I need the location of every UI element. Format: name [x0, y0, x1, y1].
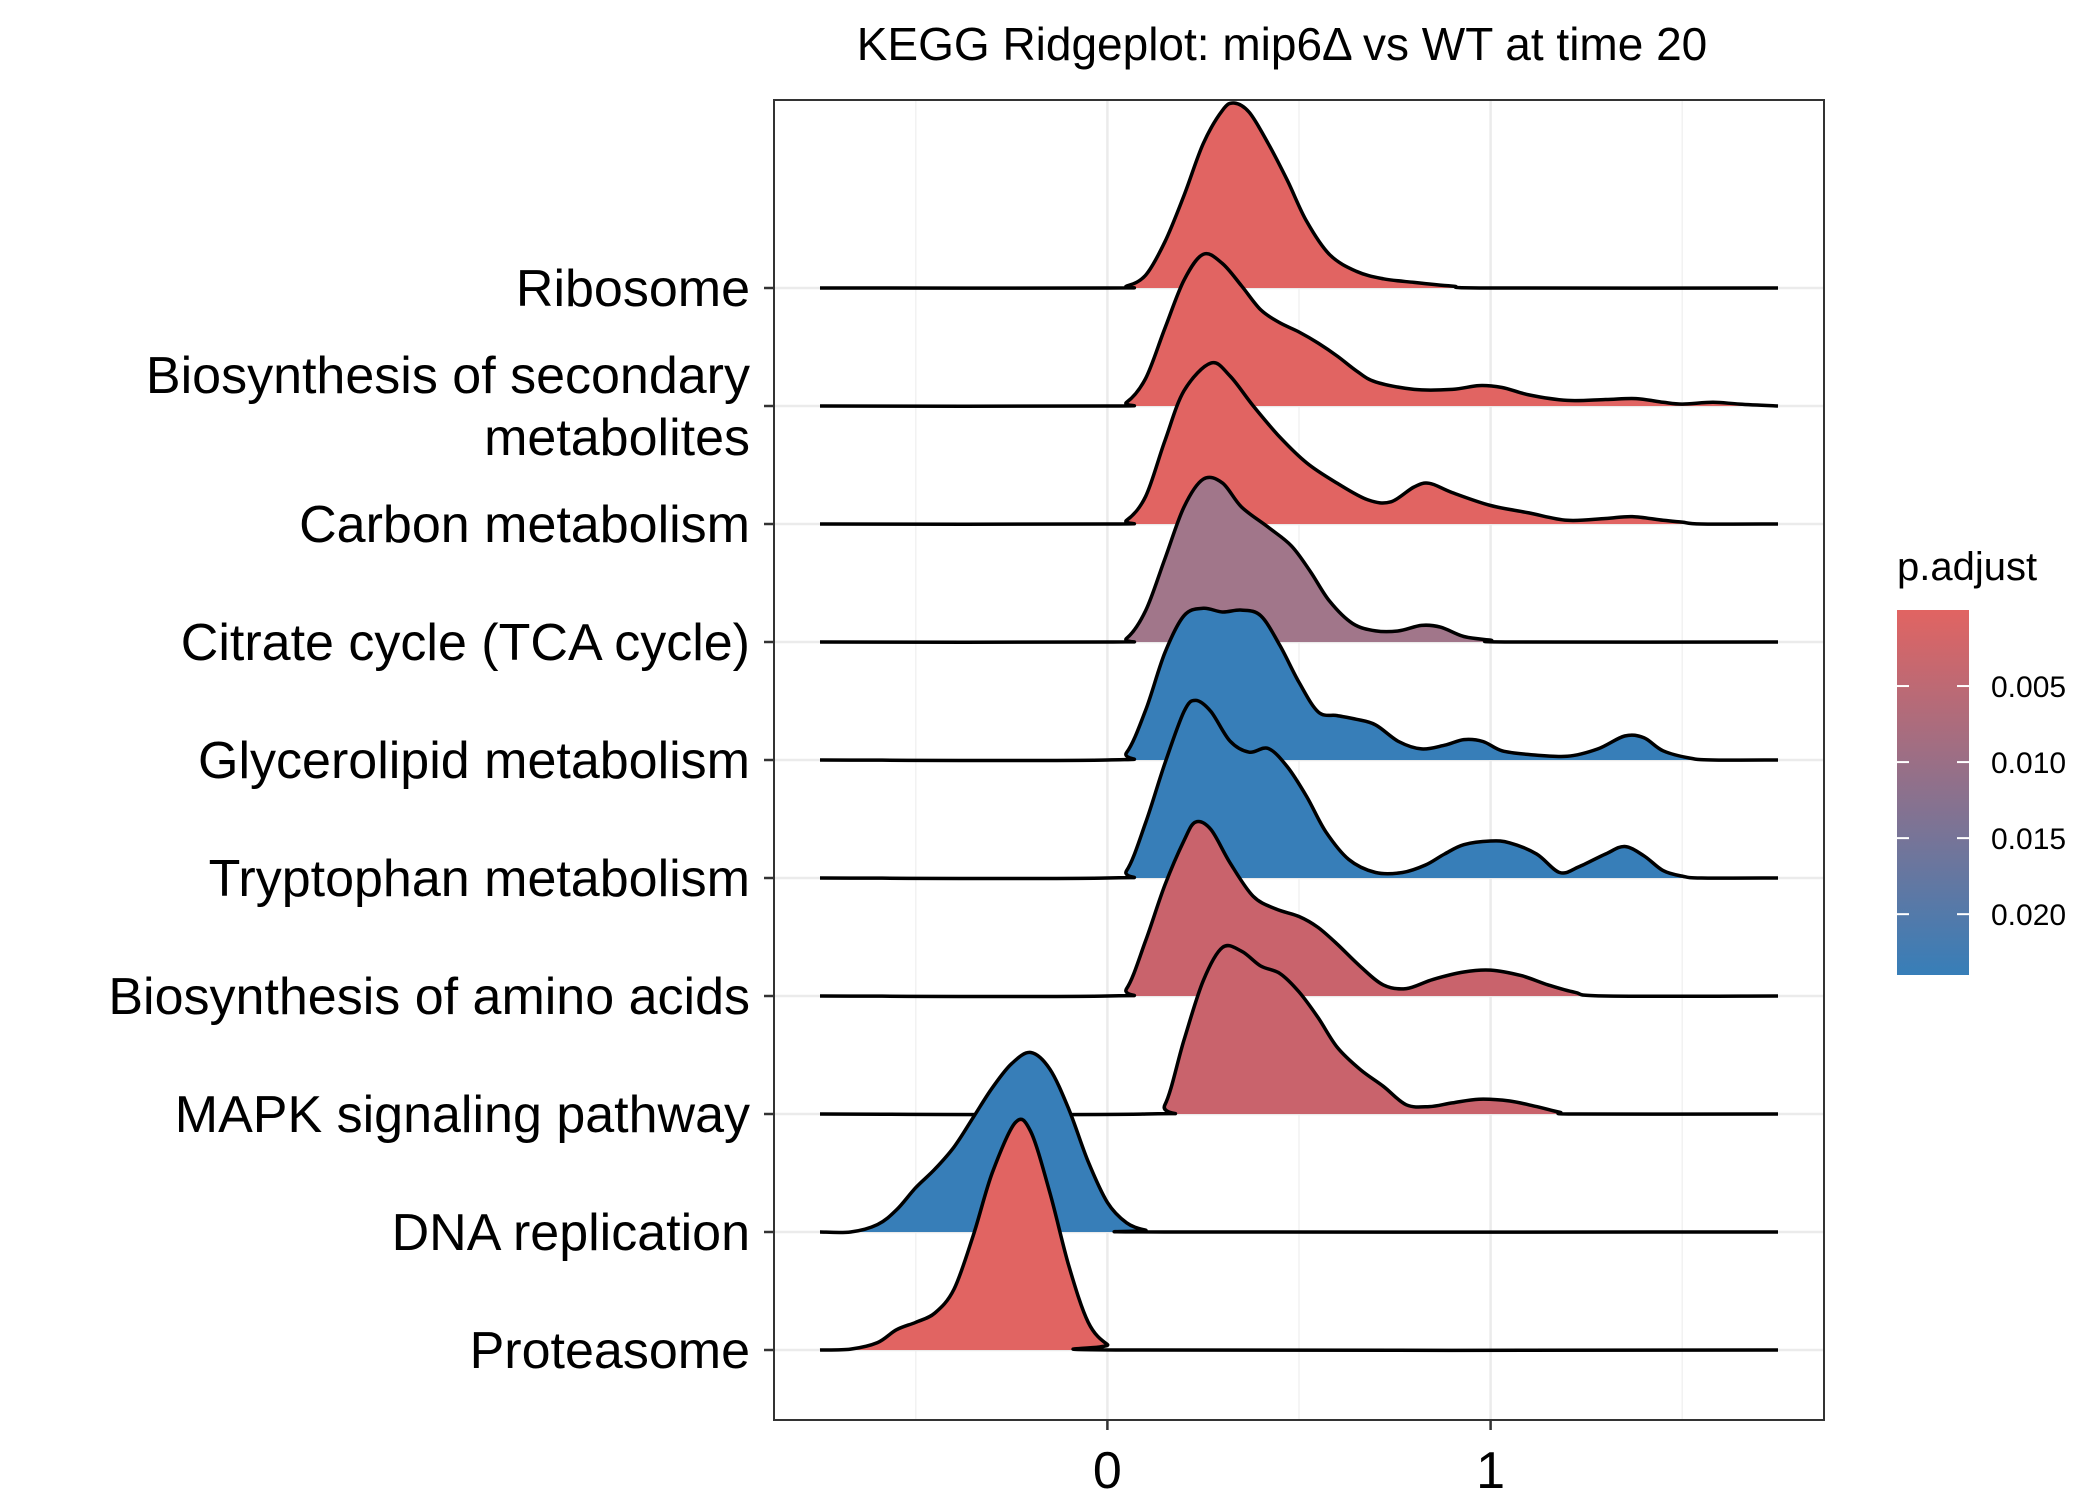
ridge-fill	[820, 1052, 1778, 1233]
plot-panel	[773, 99, 1825, 1421]
x-tick-label: 0	[1093, 1442, 1122, 1500]
y-tick-label: DNA replication	[392, 1204, 750, 1262]
legend-title: p.adjust	[1897, 545, 2037, 589]
y-tick-label: Biosynthesis of secondary metabolites	[146, 347, 750, 467]
ridge-mapk-signaling-pathway	[819, 943, 1779, 1117]
ridge-fill	[820, 945, 1778, 1115]
ridge-outline	[819, 101, 1779, 290]
ridge-outline	[819, 819, 1779, 999]
ridges	[819, 101, 1779, 1353]
legend-colorbar	[1897, 610, 1969, 975]
ridge-ribosome	[819, 101, 1779, 290]
y-tick-label: Carbon metabolism	[299, 496, 750, 554]
ridge-biosynthesis-of-secondary-metabolites	[819, 251, 1779, 409]
y-tick-label: Citrate cycle (TCA cycle)	[181, 614, 750, 672]
y-tick-label: Proteasome	[470, 1322, 750, 1380]
legend-tick-label: 0.020	[1991, 899, 2066, 932]
ridge-glycerolipid-metabolism	[819, 606, 1779, 763]
ridge-outline	[819, 1050, 1779, 1235]
ridge-fill	[820, 821, 1778, 997]
ridge-outline	[819, 943, 1779, 1117]
ridge-fill	[820, 477, 1778, 643]
ridge-fill	[820, 362, 1778, 525]
ridge-carbon-metabolism	[819, 360, 1779, 527]
ridge-outline	[819, 606, 1779, 763]
ridge-dna-replication	[819, 1050, 1779, 1235]
legend-ticks: 0.005 0.010 0.015 0.020	[1897, 671, 2066, 932]
ridge-tryptophan-metabolism	[819, 698, 1779, 881]
ridge-outline	[819, 251, 1779, 409]
legend-tick-label: 0.005	[1991, 671, 2066, 704]
ridge-fill	[820, 1119, 1778, 1351]
ridge-outline	[819, 360, 1779, 527]
x-tick-label: 1	[1476, 1442, 1505, 1500]
legend: p.adjust 0.005 0.010 0.015 0.020	[1897, 545, 2066, 975]
y-tick-label: Glycerolipid metabolism	[198, 732, 750, 790]
ridge-proteasome	[819, 1117, 1779, 1353]
ridge-citrate-cycle-tca-cycle	[819, 475, 1779, 645]
ridge-outline	[819, 698, 1779, 881]
ridge-outline	[819, 1117, 1779, 1353]
y-tick-label: Biosynthesis of amino acids	[108, 968, 750, 1026]
chart-title: KEGG Ridgeplot: mip6Δ vs WT at time 20	[857, 18, 1708, 70]
legend-tick-label: 0.010	[1991, 747, 2066, 780]
y-tick-label: Ribosome	[516, 260, 750, 318]
ridge-fill	[820, 700, 1778, 879]
ridge-fill	[820, 102, 1778, 289]
y-tick-label: MAPK signaling pathway	[175, 1086, 750, 1144]
y-tick-label: Tryptophan metabolism	[209, 850, 750, 908]
ridge-outline	[819, 475, 1779, 645]
y-axis: Ribosome Biosynthesis of secondary metabol…	[108, 260, 774, 1380]
ridge-fill	[820, 253, 1778, 407]
ridge-biosynthesis-of-amino-acids	[819, 819, 1779, 999]
legend-tick-label: 0.015	[1991, 823, 2066, 856]
